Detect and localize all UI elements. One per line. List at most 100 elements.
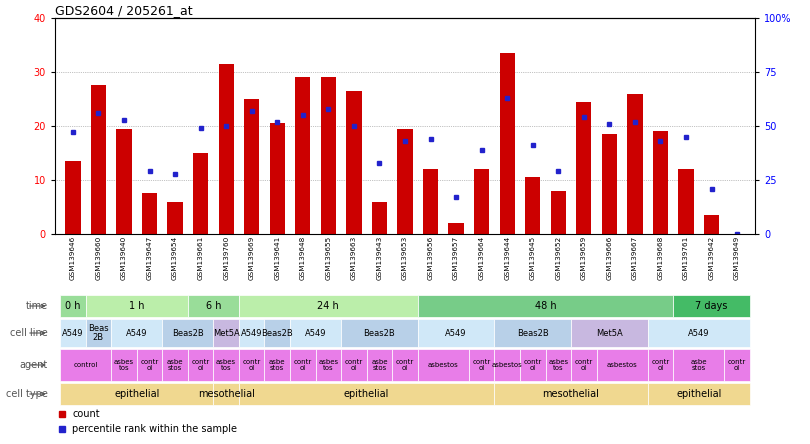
Text: asbes
tos: asbes tos bbox=[548, 359, 569, 371]
Text: asbe
stos: asbe stos bbox=[167, 359, 183, 371]
Text: asbe
stos: asbe stos bbox=[691, 359, 707, 371]
Bar bbox=[60, 349, 111, 381]
Text: agent: agent bbox=[19, 360, 48, 370]
Text: asbestos: asbestos bbox=[607, 362, 637, 368]
Text: asbestos: asbestos bbox=[492, 362, 522, 368]
Text: time: time bbox=[26, 301, 48, 311]
Bar bbox=[162, 349, 188, 381]
Text: Beas2B: Beas2B bbox=[172, 329, 204, 337]
Bar bbox=[213, 319, 239, 347]
Text: A549: A549 bbox=[688, 329, 710, 337]
Text: A549: A549 bbox=[126, 329, 147, 337]
Bar bbox=[571, 319, 648, 347]
Bar bbox=[341, 319, 418, 347]
Bar bbox=[66, 161, 80, 234]
Text: contr
ol: contr ol bbox=[191, 359, 210, 371]
Bar bbox=[648, 383, 750, 405]
Bar bbox=[239, 295, 418, 317]
Bar bbox=[316, 349, 341, 381]
Bar bbox=[295, 77, 310, 234]
Bar bbox=[724, 349, 750, 381]
Bar bbox=[398, 129, 412, 234]
Text: GDS2604 / 205261_at: GDS2604 / 205261_at bbox=[55, 4, 193, 17]
Bar bbox=[219, 64, 234, 234]
Bar bbox=[469, 349, 494, 381]
Bar bbox=[265, 349, 290, 381]
Bar bbox=[60, 295, 86, 317]
Text: mesothelial: mesothelial bbox=[543, 389, 599, 399]
Bar bbox=[239, 383, 494, 405]
Bar bbox=[494, 383, 648, 405]
Bar bbox=[168, 202, 183, 234]
Bar bbox=[111, 319, 162, 347]
Text: contr
ol: contr ol bbox=[651, 359, 670, 371]
Bar bbox=[418, 295, 673, 317]
Bar bbox=[142, 194, 157, 234]
Text: epithelial: epithelial bbox=[676, 389, 722, 399]
Text: Beas2B: Beas2B bbox=[517, 329, 548, 337]
Text: Met5A: Met5A bbox=[213, 329, 240, 337]
Bar bbox=[193, 153, 208, 234]
Bar bbox=[265, 319, 290, 347]
Text: epithelial: epithelial bbox=[344, 389, 390, 399]
Text: 7 days: 7 days bbox=[695, 301, 727, 311]
Bar bbox=[520, 349, 545, 381]
Text: A549: A549 bbox=[446, 329, 467, 337]
Bar bbox=[111, 349, 137, 381]
Bar bbox=[678, 169, 693, 234]
Text: asbe
stos: asbe stos bbox=[371, 359, 388, 371]
Bar bbox=[494, 349, 520, 381]
Text: cell type: cell type bbox=[6, 389, 48, 399]
Bar bbox=[597, 349, 648, 381]
Bar bbox=[653, 131, 668, 234]
Text: Beas
2B: Beas 2B bbox=[88, 325, 109, 341]
Bar bbox=[602, 134, 617, 234]
Bar bbox=[367, 349, 392, 381]
Text: contr
ol: contr ol bbox=[345, 359, 363, 371]
Text: 6 h: 6 h bbox=[206, 301, 221, 311]
Text: epithelial: epithelial bbox=[114, 389, 160, 399]
Bar bbox=[188, 295, 239, 317]
Text: Met5A: Met5A bbox=[596, 329, 623, 337]
Text: contr
ol: contr ol bbox=[575, 359, 593, 371]
Bar bbox=[500, 53, 515, 234]
Bar bbox=[137, 349, 162, 381]
Bar bbox=[673, 349, 724, 381]
Bar bbox=[648, 349, 673, 381]
Text: asbes
tos: asbes tos bbox=[114, 359, 134, 371]
Bar bbox=[244, 99, 259, 234]
Text: asbes
tos: asbes tos bbox=[216, 359, 237, 371]
Text: mesothelial: mesothelial bbox=[198, 389, 254, 399]
Bar bbox=[525, 177, 540, 234]
Bar bbox=[213, 383, 239, 405]
Text: contr
ol: contr ol bbox=[140, 359, 159, 371]
Bar bbox=[673, 295, 750, 317]
Text: 24 h: 24 h bbox=[318, 301, 339, 311]
Bar bbox=[239, 349, 265, 381]
Bar bbox=[346, 91, 361, 234]
Bar bbox=[372, 202, 387, 234]
Text: contr
ol: contr ol bbox=[472, 359, 491, 371]
Text: contr
ol: contr ol bbox=[294, 359, 312, 371]
Text: 1 h: 1 h bbox=[129, 301, 144, 311]
Text: asbe
stos: asbe stos bbox=[269, 359, 285, 371]
Text: A549: A549 bbox=[62, 329, 83, 337]
Bar bbox=[418, 319, 494, 347]
Bar bbox=[423, 169, 438, 234]
Text: contr
ol: contr ol bbox=[242, 359, 261, 371]
Text: Beas2B: Beas2B bbox=[262, 329, 293, 337]
Bar bbox=[86, 319, 111, 347]
Bar bbox=[627, 94, 642, 234]
Bar bbox=[418, 349, 469, 381]
Bar bbox=[545, 349, 571, 381]
Bar bbox=[239, 319, 265, 347]
Bar bbox=[341, 349, 367, 381]
Text: 0 h: 0 h bbox=[65, 301, 81, 311]
Text: contr
ol: contr ol bbox=[728, 359, 746, 371]
Text: contr
ol: contr ol bbox=[396, 359, 414, 371]
Text: 48 h: 48 h bbox=[535, 301, 556, 311]
Bar bbox=[117, 129, 132, 234]
Bar bbox=[290, 349, 316, 381]
Text: asbes
tos: asbes tos bbox=[318, 359, 339, 371]
Bar bbox=[290, 319, 341, 347]
